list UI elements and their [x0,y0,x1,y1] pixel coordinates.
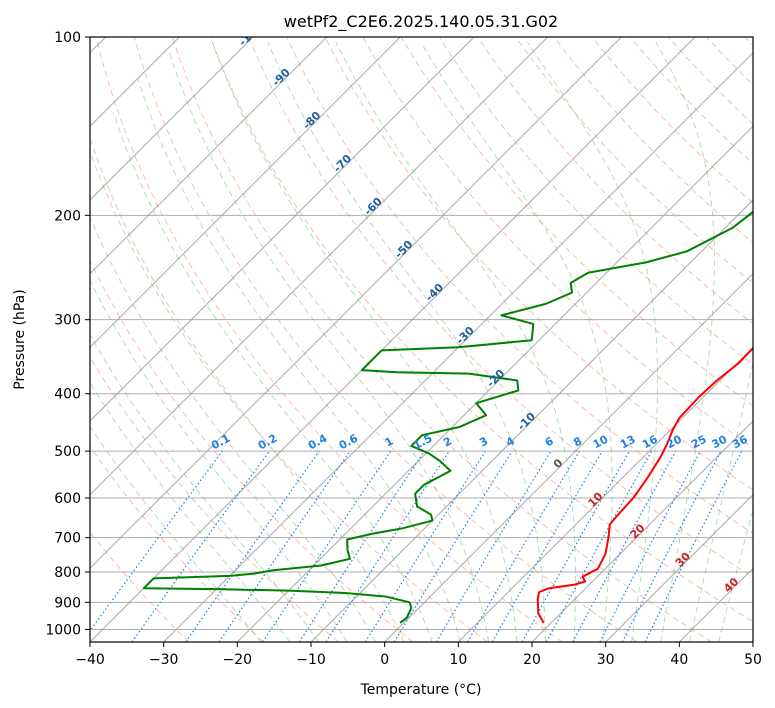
mixing-ratio-label: 25 [689,433,709,452]
moist-adiabat-line [112,112,433,642]
isotherm-line [90,37,475,422]
moist-adiabat-line [267,41,546,642]
mixing-ratio-line [521,450,631,642]
x-tick-label: −40 [75,652,105,668]
moist-adiabat-line [90,333,320,642]
dry-adiabat-line [95,37,563,642]
mixing-ratio-line [325,450,450,642]
axes: −40 −30 −20 −10 0 10 20 30 40 50 100 200 300 400 500 60… [45,30,762,668]
mixing-ratio-label: 30 [710,433,730,452]
moist-adiabat-line [655,41,715,642]
mixing-ratio-line [644,450,743,642]
isotherm-line [90,37,696,642]
moist-adiabat-line [689,360,753,642]
moist-adiabat-line [137,79,461,642]
dry-adiabat-line [248,37,753,578]
x-tick-label: 20 [523,652,541,668]
mixing-ratio-label: 36 [730,433,750,452]
mixing-ratio-line [572,450,677,642]
isotherm-line [90,37,328,275]
plot-frame [89,36,754,643]
isotherm-line [163,51,753,642]
dry-adiabat-line [90,445,264,642]
moist-adiabat-line [527,41,659,642]
moist-adiabat-line [168,51,490,642]
dry-adiabat-line [477,37,753,325]
isotherm-line [90,37,254,201]
x-tick-label: 30 [597,652,615,668]
mixing-ratio-line [131,450,270,642]
dry-adiabat-line [515,37,753,284]
mixing-ratio-line [218,450,351,642]
moist-adiabat-line [211,41,518,642]
mixing-ratio-label: 13 [618,433,638,452]
isotherm-line [384,272,753,642]
temperature-profile-line [536,346,753,624]
isotherm-line [310,199,753,642]
dry-adiabat-line [324,37,753,491]
dry-adiabat-line [400,37,753,407]
isotherm-line [90,37,401,349]
moist-adiabat-line [90,381,291,642]
dry-adiabat-line [591,37,753,204]
mixing-ratio-line [262,450,392,642]
isotherm-line [605,493,753,642]
dewpoint-profile-line [142,210,753,624]
isotherm-label: -100 [236,20,265,49]
mixing-ratio-line [545,450,653,642]
y-tick-label: 900 [54,595,81,611]
isotherm-line [90,37,549,496]
y-tick-label: 800 [54,565,81,581]
mixing-ratio-label: 10 [591,432,611,451]
dry-adiabat-line [210,37,753,623]
mixing-ratio-line [298,450,425,642]
x-tick-label: 0 [380,652,389,668]
moist-adiabat-line [90,279,348,642]
dry-adiabat-line [133,37,638,642]
isotherm-line [531,420,753,642]
moist-adiabat-line [335,41,576,642]
x-tick-label: 40 [670,652,688,668]
moist-adiabat-line [718,508,753,642]
mixing-ratio-line [393,450,513,642]
y-tick-label: 1000 [45,622,81,638]
x-axis-label: Temperature (°C) [360,682,482,698]
y-tick-label: 400 [54,387,81,403]
x-tick-label: 50 [744,652,762,668]
y-tick-label: 300 [54,313,81,329]
isotherm-line [457,346,753,642]
x-tick-label: −10 [296,652,326,668]
y-tick-label: 500 [54,444,81,460]
y-axis-label: Pressure (hPa) [12,289,28,389]
y-tick-label: 700 [54,531,81,547]
mixing-ratio-label: 20 [664,432,684,451]
isotherm-line [90,37,622,570]
chart-title: wetPf2_C2E6.2025.140.05.31.G02 [284,12,558,32]
x-tick-label: −20 [223,652,253,668]
dry-adiabat-line [629,37,753,165]
mixing-ratio-line [185,450,320,642]
dry-adiabat-line [171,37,712,642]
mixing-ratio-label: 16 [640,433,660,452]
moist-adiabat-line [90,425,262,642]
y-tick-label: 200 [54,208,81,224]
mixing-ratio-line [90,450,223,632]
x-tick-label: −30 [149,652,179,668]
x-tick-label: 10 [449,652,467,668]
y-tick-label: 600 [54,491,81,507]
dry-adiabat-line [90,259,414,642]
isotherm-line [236,125,753,642]
y-tick-label: 100 [54,30,81,46]
